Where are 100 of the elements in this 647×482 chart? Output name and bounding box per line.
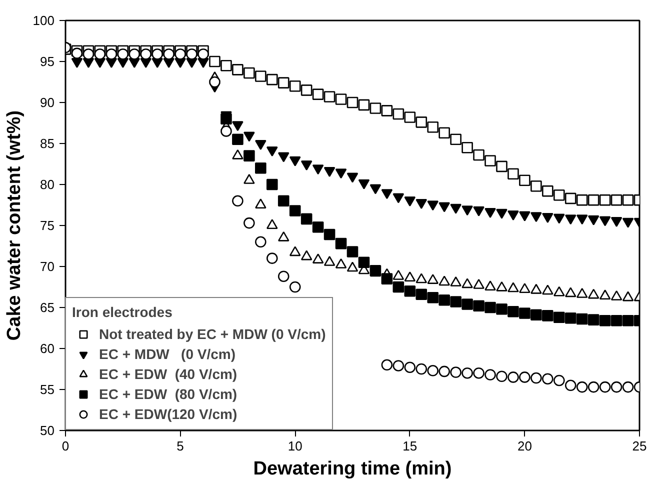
point — [496, 303, 508, 315]
y-tick-label: 70 — [40, 259, 55, 274]
point — [404, 362, 416, 373]
point — [484, 155, 496, 166]
point — [381, 189, 393, 200]
y-tick-label: 50 — [40, 423, 55, 438]
point — [198, 48, 209, 60]
point — [553, 190, 565, 201]
point — [588, 381, 600, 393]
point — [312, 221, 324, 233]
point — [427, 274, 439, 284]
legend-label: EC + MDW (0 V/cm) — [99, 345, 236, 363]
point — [71, 48, 83, 59]
point — [496, 160, 508, 172]
y-tick-label: 65 — [40, 300, 55, 315]
point — [346, 172, 358, 183]
point — [244, 67, 255, 79]
point — [542, 284, 554, 295]
point — [335, 168, 347, 179]
point — [346, 262, 358, 272]
point — [427, 200, 439, 211]
point — [576, 194, 588, 206]
point — [404, 112, 416, 123]
point — [622, 381, 634, 393]
point — [255, 162, 266, 174]
point — [94, 48, 106, 60]
point — [266, 146, 278, 156]
point — [473, 367, 484, 379]
legend-label: Not treated by EC + MDW (0 V/cm) — [99, 325, 326, 343]
point — [553, 214, 565, 224]
point — [622, 218, 634, 228]
point — [289, 281, 301, 293]
point — [300, 250, 312, 260]
point — [152, 48, 163, 60]
point — [508, 372, 519, 383]
point — [266, 74, 278, 86]
point — [392, 360, 404, 372]
point — [553, 312, 565, 323]
point — [508, 168, 519, 180]
x-tick-label: 20 — [517, 438, 532, 454]
point — [244, 217, 255, 229]
point — [370, 102, 382, 114]
point — [462, 278, 473, 288]
point — [416, 273, 428, 284]
point — [278, 270, 290, 282]
point — [484, 208, 496, 218]
point — [392, 281, 404, 293]
point — [209, 76, 220, 88]
point — [473, 206, 484, 216]
point — [255, 140, 266, 150]
point — [438, 366, 450, 378]
point — [438, 276, 450, 286]
point — [209, 56, 220, 68]
point — [588, 314, 600, 326]
y-tick-label: 55 — [40, 382, 55, 397]
point — [599, 290, 611, 300]
point — [553, 286, 565, 296]
point — [232, 121, 244, 132]
point — [542, 212, 554, 223]
point — [289, 246, 301, 256]
point — [588, 194, 600, 206]
point — [346, 246, 358, 258]
point — [392, 108, 404, 120]
point — [289, 80, 301, 92]
y-axis-title: Cake water content (wt%) — [4, 110, 25, 341]
point — [576, 381, 588, 393]
point — [564, 287, 576, 298]
point — [346, 96, 358, 108]
point — [519, 211, 530, 222]
point — [128, 48, 140, 60]
point — [312, 164, 324, 175]
point — [610, 381, 622, 393]
point — [462, 298, 473, 310]
point — [255, 70, 266, 82]
legend-label: EC + EDW(120 V/cm) — [99, 405, 238, 423]
point — [232, 64, 244, 76]
x-tick-label: 25 — [632, 438, 647, 454]
point — [416, 363, 428, 375]
point — [542, 185, 554, 197]
point — [324, 167, 336, 177]
point — [588, 288, 600, 299]
point — [392, 270, 404, 280]
point — [416, 288, 428, 300]
point — [599, 381, 611, 393]
point — [312, 88, 324, 100]
point — [300, 84, 312, 96]
point — [358, 179, 370, 190]
point — [564, 312, 576, 324]
point — [484, 302, 496, 314]
point — [335, 238, 347, 250]
point — [71, 58, 83, 68]
point — [484, 280, 496, 291]
point — [358, 99, 370, 111]
y-tick-label: 85 — [40, 136, 55, 151]
point — [473, 149, 484, 161]
point — [610, 290, 622, 300]
point — [324, 228, 336, 240]
point — [427, 365, 439, 376]
y-tick-label: 100 — [32, 13, 55, 28]
point — [450, 366, 462, 378]
